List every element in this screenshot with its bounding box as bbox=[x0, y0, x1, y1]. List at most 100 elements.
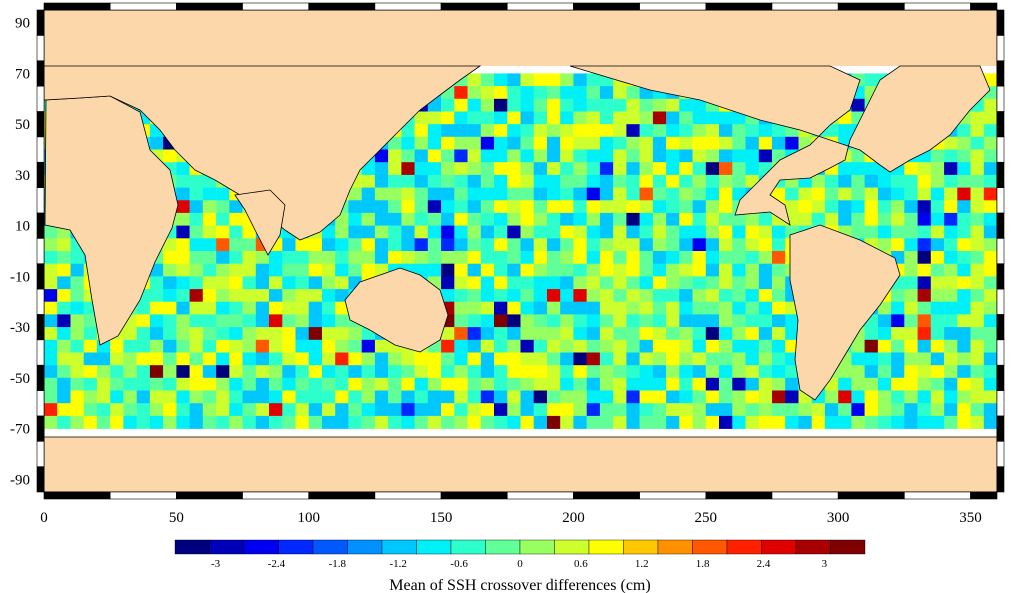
grid-cell bbox=[335, 301, 349, 315]
grid-cell bbox=[57, 377, 71, 391]
grid-cell bbox=[83, 314, 98, 328]
grid-cell bbox=[970, 124, 984, 138]
grid-cell bbox=[983, 403, 998, 417]
grid-cell bbox=[599, 377, 614, 391]
grid-cell bbox=[772, 124, 786, 138]
grid-cell bbox=[176, 251, 190, 264]
grid-cell bbox=[282, 339, 296, 353]
grid-cell bbox=[652, 200, 667, 214]
grid-cell bbox=[441, 111, 455, 125]
grid-cell bbox=[441, 187, 455, 201]
grid-cell bbox=[401, 352, 415, 366]
grid-cell bbox=[824, 390, 839, 404]
grid-cell bbox=[308, 289, 323, 303]
grid-cell bbox=[520, 339, 534, 353]
grid-cell bbox=[639, 98, 654, 112]
grid-cell bbox=[441, 377, 455, 391]
grid-cell bbox=[957, 276, 971, 290]
grid-cell bbox=[494, 314, 508, 328]
grid-cell bbox=[322, 314, 336, 328]
grid-cell bbox=[322, 276, 336, 290]
grid-cell bbox=[745, 238, 759, 252]
grid-cell bbox=[374, 238, 389, 252]
grid-cell bbox=[57, 263, 71, 277]
colorbar-tick-label: 3 bbox=[822, 558, 828, 570]
grid-cell bbox=[176, 352, 190, 366]
grid-cell bbox=[891, 225, 905, 239]
grid-cell bbox=[282, 238, 296, 252]
grid-cell bbox=[626, 124, 640, 138]
y-tick-label: -70 bbox=[10, 422, 30, 438]
grid-cell bbox=[348, 352, 362, 366]
grid-cell bbox=[520, 327, 534, 341]
grid-cell bbox=[507, 301, 521, 315]
grid-cell bbox=[229, 377, 243, 391]
grid-cell bbox=[785, 365, 799, 379]
grid-cell bbox=[533, 352, 548, 366]
grid-cell bbox=[520, 212, 534, 226]
grid-cell bbox=[573, 86, 587, 100]
grid-cell bbox=[586, 276, 601, 290]
grid-cell bbox=[666, 136, 680, 150]
grid-cell bbox=[322, 352, 336, 366]
grid-cell bbox=[202, 390, 217, 404]
grid-cell bbox=[44, 276, 58, 290]
frame-top-segment bbox=[573, 2, 640, 11]
grid-cell bbox=[666, 162, 680, 176]
grid-cell bbox=[123, 377, 137, 391]
grid-cell bbox=[507, 124, 521, 138]
grid-cell bbox=[758, 377, 773, 391]
grid-cell bbox=[57, 251, 71, 264]
grid-cell bbox=[930, 289, 945, 303]
grid-cell bbox=[573, 339, 587, 353]
grid-cell bbox=[322, 238, 336, 252]
grid-cell bbox=[666, 124, 680, 138]
grid-cell bbox=[507, 174, 521, 188]
frame-left-segment bbox=[36, 263, 45, 290]
grid-cell bbox=[639, 238, 654, 252]
grid-cell bbox=[957, 390, 971, 404]
grid-cell bbox=[705, 276, 720, 290]
grid-cell bbox=[123, 352, 137, 366]
grid-cell bbox=[202, 415, 217, 429]
frame-right-segment bbox=[996, 339, 1005, 366]
grid-cell bbox=[70, 276, 84, 290]
grid-cell bbox=[864, 377, 879, 391]
grid-cell bbox=[441, 124, 455, 138]
grid-cell bbox=[573, 149, 587, 163]
grid-cell bbox=[255, 390, 270, 404]
grid-cell bbox=[202, 200, 217, 214]
grid-cell bbox=[480, 415, 495, 429]
grid-cell bbox=[202, 403, 217, 417]
grid-cell bbox=[520, 377, 534, 391]
grid-cell bbox=[983, 162, 998, 176]
grid-cell bbox=[877, 225, 892, 239]
grid-cell bbox=[374, 212, 389, 226]
grid-cell bbox=[480, 365, 495, 379]
grid-cell bbox=[163, 403, 177, 417]
grid-cell bbox=[454, 263, 468, 277]
grid-cell bbox=[560, 377, 574, 391]
grid-cell bbox=[189, 314, 204, 328]
grid-cell bbox=[480, 73, 495, 87]
grid-cell bbox=[573, 200, 587, 214]
grid-cell bbox=[758, 314, 773, 328]
grid-cell bbox=[599, 327, 614, 341]
grid-cell bbox=[666, 212, 680, 226]
grid-cell bbox=[944, 136, 958, 150]
grid-cell bbox=[494, 98, 508, 112]
grid-cell bbox=[295, 238, 309, 252]
grid-cell bbox=[322, 263, 336, 277]
grid-cell bbox=[758, 149, 773, 163]
grid-cell bbox=[308, 263, 323, 277]
grid-cell bbox=[639, 251, 654, 264]
grid-cell bbox=[427, 149, 442, 163]
grid-cell bbox=[917, 174, 932, 188]
grid-cell bbox=[282, 251, 296, 264]
grid-cell bbox=[533, 390, 548, 404]
grid-cell bbox=[308, 352, 323, 366]
grid-cell bbox=[613, 251, 627, 264]
grid-cell bbox=[335, 339, 349, 353]
grid-cell bbox=[507, 212, 521, 226]
grid-cell bbox=[957, 238, 971, 252]
